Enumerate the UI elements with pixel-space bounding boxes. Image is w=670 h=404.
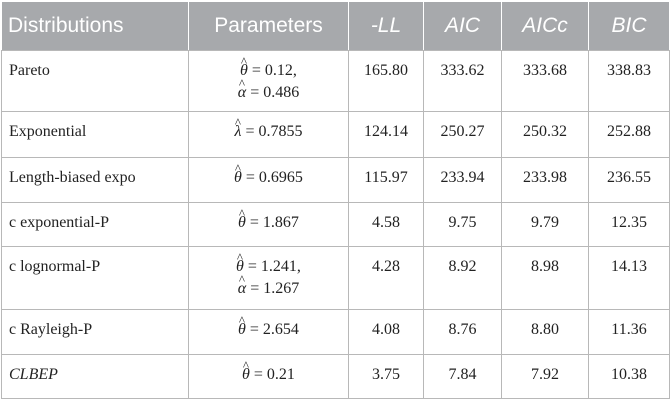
param-value: = 0.21 [249, 366, 295, 383]
distribution-name: CLBEP [1, 354, 189, 399]
parameter-estimates: θ = 0.12, α = 0.486 [188, 50, 349, 112]
aicc-value: 8.98 [501, 246, 589, 310]
bic-value: 12.35 [588, 202, 670, 247]
bic-value: 338.83 [588, 50, 670, 112]
distribution-name: Exponential [1, 111, 189, 158]
neg-log-likelihood-value: 4.28 [348, 246, 424, 310]
table-row: CLBEP θ = 0.21 3.75 7.84 7.92 10.38 [1, 354, 670, 399]
param-symbol: θ [238, 212, 246, 234]
table-row: c lognormal-P θ = 1.241, α = 1.267 4.28 … [1, 246, 670, 310]
param-symbol: α [238, 82, 246, 104]
parameter-estimates: λ = 0.7855 [188, 111, 349, 158]
bic-value: 10.38 [588, 354, 670, 399]
param-value: = 0.486 [246, 84, 300, 101]
distribution-name: c Rayleigh-P [1, 309, 189, 355]
param-value: = 0.12, [247, 62, 297, 79]
neg-log-likelihood-value: 165.80 [348, 50, 424, 112]
bic-value: 252.88 [588, 111, 670, 158]
table-header-row: Distributions Parameters -LL AIC AICc BI… [1, 1, 670, 51]
param-value: = 1.867 [245, 214, 299, 231]
distribution-name: c exponential-P [1, 202, 189, 247]
table-row: c Rayleigh-P θ = 2.654 4.08 8.76 8.80 11… [1, 309, 670, 355]
param-value: = 0.7855 [241, 123, 303, 140]
parameter-estimates: θ = 1.241, α = 1.267 [188, 246, 349, 310]
parameter-estimates: θ = 0.21 [188, 354, 349, 399]
neg-log-likelihood-value: 4.08 [348, 309, 424, 355]
distribution-name: Length-biased expo [1, 157, 189, 203]
param-symbol: θ [236, 256, 244, 278]
param-symbol: θ [242, 364, 250, 386]
distribution-name: Pareto [1, 50, 189, 112]
distribution-name: c lognormal-P [1, 246, 189, 310]
aic-value: 9.75 [423, 202, 502, 247]
aicc-value: 333.68 [501, 50, 589, 112]
header-aicc: AICc [501, 1, 589, 51]
param-value: = 2.654 [245, 321, 299, 338]
header-aic: AIC [423, 1, 502, 51]
table-row: Pareto θ = 0.12, α = 0.486 165.80 333.62… [1, 50, 670, 112]
aicc-value: 233.98 [501, 157, 589, 203]
aic-value: 8.76 [423, 309, 502, 355]
aic-value: 250.27 [423, 111, 502, 158]
aicc-value: 9.79 [501, 202, 589, 247]
param-symbol: α [238, 278, 246, 300]
aicc-value: 7.92 [501, 354, 589, 399]
parameter-estimates: θ = 0.6965 [188, 157, 349, 203]
param-value: = 1.241, [243, 258, 301, 275]
header-parameters: Parameters [188, 1, 349, 51]
parameter-estimates: θ = 1.867 [188, 202, 349, 247]
neg-log-likelihood-value: 124.14 [348, 111, 424, 158]
param-symbol: θ [240, 60, 248, 82]
param-symbol: θ [238, 319, 246, 341]
bic-value: 11.36 [588, 309, 670, 355]
bic-value: 236.55 [588, 157, 670, 203]
header-neg-log-likelihood: -LL [348, 1, 424, 51]
aicc-value: 250.32 [501, 111, 589, 158]
table-row: Exponential λ = 0.7855 124.14 250.27 250… [1, 111, 670, 158]
table-row: c exponential-P θ = 1.867 4.58 9.75 9.79… [1, 202, 670, 247]
param-value: = 1.267 [246, 280, 300, 297]
header-bic: BIC [588, 1, 670, 51]
param-symbol: θ [234, 167, 242, 189]
bic-value: 14.13 [588, 246, 670, 310]
param-symbol: λ [235, 121, 242, 143]
neg-log-likelihood-value: 3.75 [348, 354, 424, 399]
neg-log-likelihood-value: 115.97 [348, 157, 424, 203]
neg-log-likelihood-value: 4.58 [348, 202, 424, 247]
header-distributions: Distributions [1, 1, 189, 51]
aicc-value: 8.80 [501, 309, 589, 355]
aic-value: 7.84 [423, 354, 502, 399]
aic-value: 233.94 [423, 157, 502, 203]
aic-value: 333.62 [423, 50, 502, 112]
aic-value: 8.92 [423, 246, 502, 310]
table-row: Length-biased expo θ = 0.6965 115.97 233… [1, 157, 670, 203]
parameter-estimates: θ = 2.654 [188, 309, 349, 355]
param-value: = 0.6965 [241, 169, 303, 186]
